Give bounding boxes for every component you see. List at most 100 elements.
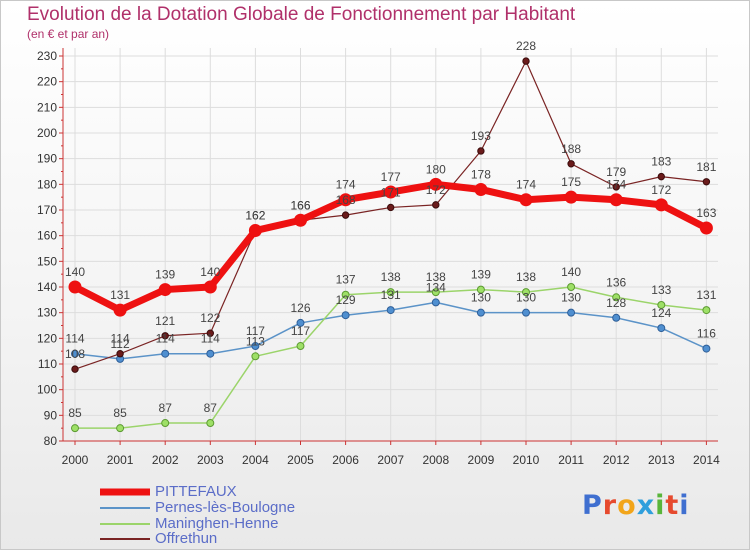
data-label-maninghen: 113	[246, 334, 265, 348]
data-label-maninghen: 136	[606, 275, 626, 289]
data-point-offrethun	[116, 350, 124, 358]
data-point-maninghen	[71, 424, 79, 433]
data-label-pernes: 130	[561, 291, 581, 305]
data-point-pernes	[476, 308, 485, 317]
data-label-pernes: 124	[651, 306, 671, 320]
data-point-offrethun	[387, 203, 395, 212]
data-point-pittefaux	[113, 303, 127, 317]
x-tick-label: 2012	[603, 453, 630, 467]
data-label-pernes: 114	[201, 332, 220, 346]
data-point-maninghen	[612, 293, 621, 302]
data-label-pittefaux: 177	[381, 170, 401, 184]
data-point-offrethun	[567, 160, 575, 168]
y-tick-label: 130	[37, 306, 57, 320]
data-point-maninghen	[702, 306, 711, 315]
data-point-offrethun	[522, 57, 530, 65]
data-point-pittefaux	[339, 193, 353, 207]
data-label-pittefaux: 140	[200, 265, 220, 279]
data-point-pittefaux	[564, 190, 578, 204]
data-label-pernes: 130	[516, 291, 536, 305]
data-point-offrethun	[161, 332, 169, 340]
data-point-pernes	[431, 298, 440, 307]
data-point-maninghen	[161, 419, 170, 428]
logo-letter: o	[617, 490, 637, 521]
data-point-pernes	[702, 344, 711, 353]
x-tick-label: 2013	[648, 453, 675, 467]
data-label-pittefaux: 163	[696, 206, 716, 220]
data-point-maninghen	[386, 288, 395, 297]
data-point-maninghen	[251, 352, 260, 361]
data-label-offrethun: 171	[381, 185, 401, 199]
data-label-offrethun: 162	[245, 209, 265, 223]
y-tick-label: 150	[37, 254, 57, 268]
x-tick-label: 2003	[197, 453, 224, 467]
y-tick-label: 180	[37, 177, 57, 191]
data-label-offrethun: 183	[651, 155, 671, 169]
data-label-maninghen: 140	[561, 265, 581, 279]
data-label-offrethun: 193	[471, 129, 491, 143]
data-label-maninghen: 117	[291, 324, 310, 338]
data-point-offrethun	[657, 172, 665, 181]
data-point-pernes	[251, 342, 260, 351]
x-tick-label: 2014	[693, 453, 720, 467]
data-point-pittefaux	[68, 280, 82, 294]
y-tick-label: 210	[37, 100, 57, 114]
data-point-pittefaux	[294, 213, 307, 227]
data-point-offrethun	[341, 211, 350, 219]
data-point-maninghen	[567, 283, 576, 291]
y-tick-label: 170	[37, 203, 57, 217]
legend-label-offrethun: Offrethun	[155, 530, 218, 547]
data-point-maninghen	[341, 290, 350, 299]
x-tick-label: 2010	[513, 453, 540, 467]
y-tick-label: 110	[38, 357, 57, 371]
data-point-pernes	[206, 349, 215, 358]
data-label-pittefaux: 162	[245, 209, 265, 223]
y-tick-label: 100	[37, 383, 57, 397]
data-point-maninghen	[296, 342, 305, 351]
data-point-pernes	[612, 313, 621, 322]
data-point-maninghen	[431, 288, 440, 297]
chart-title: Evolution de la Dotation Globale de Fonc…	[27, 4, 576, 25]
data-label-pittefaux: 174	[606, 178, 626, 192]
y-tick-label: 220	[37, 75, 57, 89]
data-point-pernes	[657, 324, 666, 333]
data-label-maninghen: 138	[426, 270, 446, 284]
data-label-pittefaux: 178	[471, 167, 491, 181]
y-tick-label: 90	[44, 408, 58, 422]
data-point-pittefaux	[699, 221, 713, 235]
data-point-pittefaux	[429, 177, 443, 191]
y-tick-label: 80	[44, 434, 58, 448]
logo-letter: x	[636, 490, 656, 521]
data-label-maninghen: 85	[68, 406, 82, 420]
data-label-pittefaux: 166	[290, 198, 310, 212]
logo-letter: r	[602, 490, 618, 521]
proxiti-logo: Proxiti	[582, 490, 690, 521]
logo-letter: i	[655, 490, 666, 521]
data-point-offrethun	[702, 178, 711, 186]
legend-label-pittefaux: PITTEFAUX	[155, 483, 237, 500]
data-label-maninghen: 133	[651, 283, 671, 297]
data-label-pernes: 129	[336, 293, 356, 307]
data-label-pittefaux: 174	[516, 178, 536, 192]
x-tick-label: 2009	[468, 453, 495, 467]
data-point-pernes	[567, 308, 576, 317]
data-label-maninghen: 138	[381, 270, 401, 284]
y-tick-label: 230	[37, 49, 57, 63]
data-label-pernes: 134	[426, 280, 446, 294]
data-point-offrethun	[432, 201, 440, 209]
data-label-pernes: 126	[290, 301, 310, 315]
data-label-pernes: 114	[65, 332, 84, 346]
y-tick-label: 190	[37, 152, 57, 166]
data-label-pittefaux: 131	[110, 288, 130, 302]
data-label-pittefaux: 174	[336, 178, 356, 192]
x-tick-label: 2002	[152, 453, 179, 467]
data-point-pittefaux	[609, 193, 623, 207]
data-label-maninghen: 131	[696, 288, 716, 302]
data-label-pernes: 131	[381, 288, 401, 302]
data-label-maninghen: 137	[336, 273, 356, 287]
data-point-maninghen	[206, 419, 215, 428]
data-label-maninghen: 87	[204, 401, 218, 415]
data-point-pernes	[522, 308, 530, 317]
